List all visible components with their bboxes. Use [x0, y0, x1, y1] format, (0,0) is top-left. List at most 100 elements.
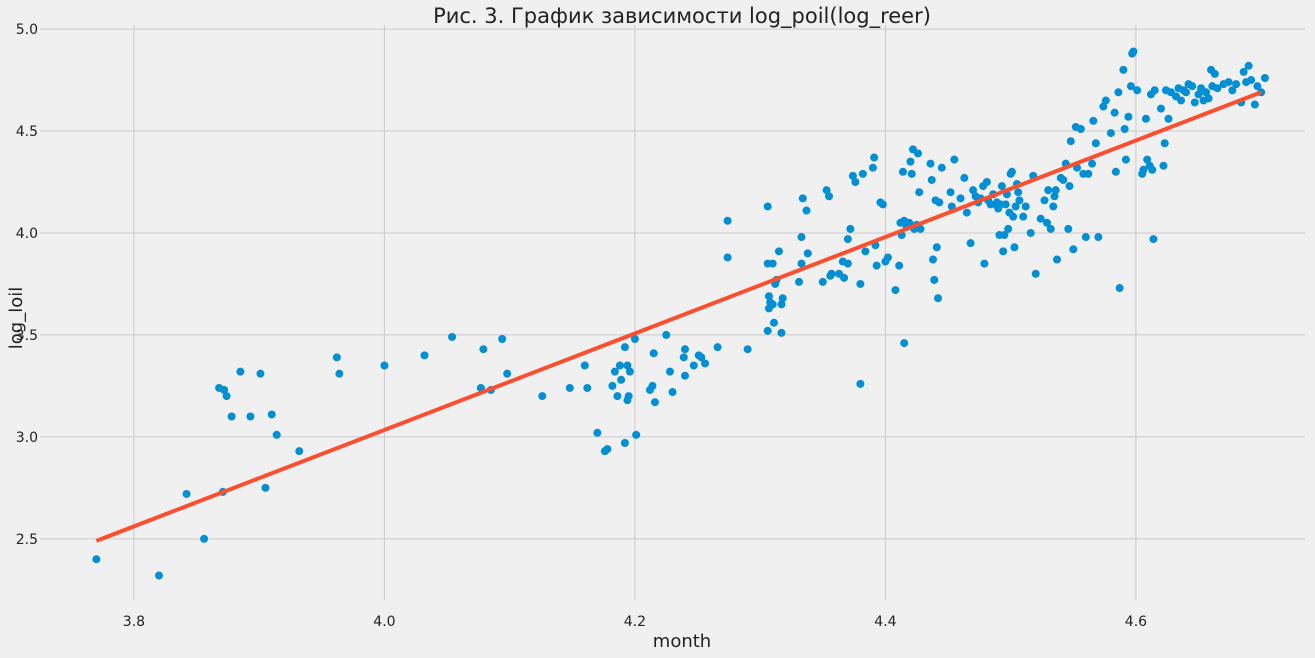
data-point	[227, 412, 236, 421]
data-point	[1139, 165, 1148, 174]
data-point	[1239, 67, 1248, 76]
data-point	[937, 163, 946, 172]
data-point	[1069, 245, 1078, 254]
data-point	[1115, 284, 1124, 293]
data-point	[267, 410, 276, 419]
data-point	[898, 167, 907, 176]
data-point	[665, 367, 674, 376]
data-point	[1129, 47, 1138, 56]
data-point	[743, 345, 752, 354]
data-point	[913, 149, 922, 158]
data-point	[946, 188, 955, 197]
data-point	[1009, 212, 1018, 221]
data-point	[1232, 80, 1241, 89]
data-point	[1204, 94, 1213, 103]
regression-line	[95, 90, 1262, 543]
x-tick-label: 4.6	[1125, 614, 1147, 630]
data-point	[220, 385, 229, 394]
data-point	[956, 194, 965, 203]
data-point	[1143, 155, 1152, 164]
data-point	[1066, 137, 1075, 146]
data-point	[668, 388, 677, 397]
data-point	[1106, 129, 1115, 138]
data-point	[335, 369, 344, 378]
data-point	[1014, 188, 1023, 197]
y-tick-label: 2.5	[16, 532, 38, 548]
data-point	[620, 438, 629, 447]
data-point	[906, 157, 915, 166]
data-point	[1133, 86, 1142, 95]
data-point	[1110, 108, 1119, 117]
data-point	[883, 253, 892, 262]
data-point	[858, 169, 867, 178]
data-point	[878, 200, 887, 209]
data-point	[802, 206, 811, 215]
scatter-points	[92, 47, 1269, 580]
data-point	[246, 412, 255, 421]
data-point	[1111, 167, 1120, 176]
data-point	[769, 318, 778, 327]
data-point	[1081, 233, 1090, 242]
data-point	[947, 202, 956, 211]
data-point	[868, 163, 877, 172]
data-point	[1088, 159, 1097, 168]
regression-line-group	[95, 90, 1262, 543]
data-point	[843, 235, 852, 244]
chart-title: Рис. 3. График зависимости log_poil(log_…	[433, 4, 931, 29]
data-point	[1188, 82, 1197, 91]
data-point	[420, 351, 429, 360]
data-point	[822, 186, 831, 195]
data-point	[895, 261, 904, 270]
data-point	[479, 345, 488, 354]
data-point	[856, 279, 865, 288]
data-point	[825, 192, 834, 201]
data-point	[1210, 69, 1219, 78]
data-point	[1036, 214, 1045, 223]
data-point	[1244, 61, 1253, 70]
data-point	[932, 243, 941, 252]
data-point	[1213, 84, 1222, 93]
data-point	[797, 233, 806, 242]
data-point	[200, 534, 209, 543]
data-point	[818, 277, 827, 286]
data-point	[905, 218, 914, 227]
x-tick-label: 4.4	[874, 614, 896, 630]
data-point	[681, 345, 690, 354]
data-point	[827, 269, 836, 278]
data-point	[870, 153, 879, 162]
data-point	[623, 361, 632, 370]
data-point	[1004, 224, 1013, 233]
data-point	[565, 383, 574, 392]
data-point	[777, 328, 786, 337]
data-point	[1021, 202, 1030, 211]
data-point	[803, 249, 812, 258]
data-point	[1076, 124, 1085, 133]
data-point	[934, 294, 943, 303]
data-point	[900, 339, 909, 348]
data-point	[1031, 269, 1040, 278]
data-point	[926, 159, 935, 168]
data-point	[593, 428, 602, 437]
data-point	[1044, 186, 1053, 195]
data-point	[1149, 235, 1158, 244]
data-point	[503, 369, 512, 378]
x-axis-label: month	[653, 631, 711, 652]
data-point	[1001, 200, 1010, 209]
data-point	[1019, 212, 1028, 221]
data-point	[927, 175, 936, 184]
data-point	[1119, 65, 1128, 74]
data-point	[1010, 243, 1019, 252]
data-point	[1089, 116, 1098, 125]
data-point	[92, 555, 101, 564]
data-point	[261, 483, 270, 492]
data-point	[763, 202, 772, 211]
data-point	[182, 489, 191, 498]
data-point	[1050, 192, 1059, 201]
data-point	[1120, 124, 1129, 133]
data-point	[679, 353, 688, 362]
data-point	[1046, 224, 1055, 233]
data-point	[632, 430, 641, 439]
data-point	[1121, 155, 1130, 164]
data-point	[1094, 233, 1103, 242]
data-point	[1141, 114, 1150, 123]
